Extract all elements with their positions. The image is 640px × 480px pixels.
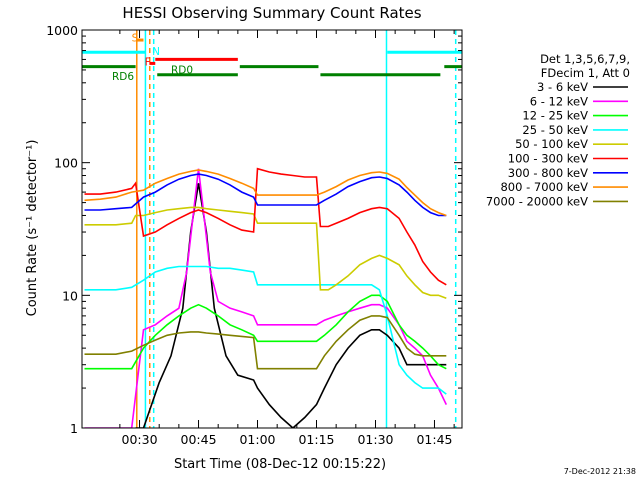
chart-title: HESSI Observing Summary Count Rates [122, 4, 421, 22]
legend-label-4: 25 - 50 keV [522, 123, 588, 137]
x-tick-label-2: 00:45 [181, 432, 217, 447]
legend-label-5: 50 - 100 keV [515, 137, 588, 151]
legend-label-2: 6 - 12 keV [530, 94, 588, 108]
vertical-markers [136, 30, 457, 428]
plot-frame [81, 29, 463, 429]
x-tick-label-4: 01:15 [298, 432, 334, 447]
series-line-3 [84, 294, 447, 370]
state-label-3: F [145, 57, 151, 69]
series-line-8 [84, 169, 447, 217]
x-tick-label-5: 01:30 [357, 432, 393, 447]
y-tick-label-4: 1000 [46, 23, 78, 38]
legend-label-3: 12 - 25 keV [522, 109, 588, 123]
x-axis-label: Start Time (08-Dec-12 00:15:22) [174, 457, 386, 472]
state-label-2: N [152, 46, 160, 58]
x-tick-label-6: 01:45 [416, 432, 452, 447]
series-line-4 [84, 265, 447, 395]
y-tick-label-3: 100 [54, 156, 78, 171]
series-line-7 [84, 173, 447, 217]
legend-label-6: 100 - 300 keV [508, 152, 588, 166]
y-tick-label-2: 10 [62, 288, 78, 303]
series-lines [84, 167, 448, 428]
legend-label-8: 800 - 7000 keV [500, 180, 588, 194]
legend-label-9: 7000 - 20000 keV [486, 194, 588, 208]
legend-header-line-1: Det 1,3,5,6,7,9, [540, 52, 630, 66]
y-tick-label-1: 1 [70, 421, 78, 436]
footer-timestamp: 7-Dec-2012 21:38 [564, 467, 636, 476]
state-label-4: RD0 [171, 65, 193, 77]
state-label-5: RD6 [112, 71, 134, 83]
legend-label-1: 3 - 6 keV [537, 80, 588, 94]
legend-header-line-2: FDecim 1, Att 0 [541, 66, 630, 80]
legend-header: Det 1,3,5,6,7,9, FDecim 1, Att 0 [540, 52, 630, 80]
state-label-1: S [132, 32, 139, 44]
legend-label-7: 300 - 800 keV [508, 166, 588, 180]
x-tick-label-1: 00:30 [122, 432, 158, 447]
x-tick-label-3: 01:00 [239, 432, 275, 447]
axes: 1 10 100 1000 00:30 00:45 01:00 01:15 01:30 01:45 [46, 23, 463, 447]
series-line-6 [84, 167, 447, 286]
state-bars: S NF RD0 RD6 [82, 32, 462, 83]
series-line-9 [84, 315, 447, 370]
y-axis-label: Count Rate (s⁻¹ detector⁻¹) [25, 140, 40, 317]
series-line-5 [84, 206, 447, 300]
